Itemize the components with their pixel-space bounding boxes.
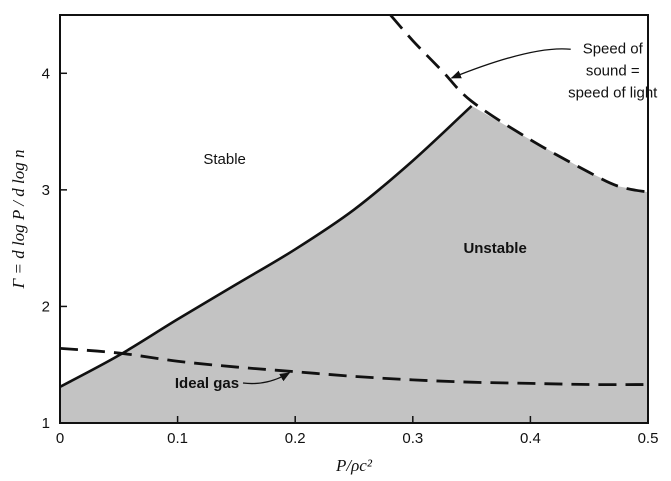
annotation-ideal-gas: Ideal gas — [175, 372, 291, 392]
x-tick-label: 0.5 — [638, 430, 659, 447]
region-label-unstable: Unstable — [463, 240, 526, 257]
annotation-line: sound = — [586, 62, 640, 79]
series-line-sound-speed — [389, 14, 649, 194]
annotation-arrow — [242, 372, 291, 385]
unstable-region-fill — [60, 105, 648, 423]
x-tick-label: 0.1 — [167, 430, 188, 447]
annotation-line: Speed of — [583, 40, 644, 57]
plot-frame — [59, 14, 649, 424]
y-tick-label: 4 — [42, 65, 50, 82]
x-tick-label: 0.4 — [520, 430, 541, 447]
x-tick-label: 0 — [56, 430, 64, 447]
annotation-line: Ideal gas — [175, 375, 239, 392]
y-tick-label: 1 — [42, 415, 50, 432]
annotation-speed-of-sound: Speed of sound = speed of light — [450, 40, 658, 101]
x-tick-label: 0.3 — [402, 430, 423, 447]
annotation-line: speed of light — [568, 84, 658, 101]
y-tick-label: 3 — [42, 182, 50, 199]
x-tick-label: 0.2 — [285, 430, 306, 447]
region-label-stable: Stable — [203, 151, 246, 168]
x-axis-title: P/ρc² — [335, 456, 373, 475]
y-tick-label: 2 — [42, 298, 50, 315]
series-line-stability-boundary — [59, 104, 473, 389]
series-line-ideal-gas — [59, 346, 649, 387]
annotation-arrow — [450, 48, 571, 79]
y-axis-title: Γ = d log P / d log n — [9, 150, 28, 290]
